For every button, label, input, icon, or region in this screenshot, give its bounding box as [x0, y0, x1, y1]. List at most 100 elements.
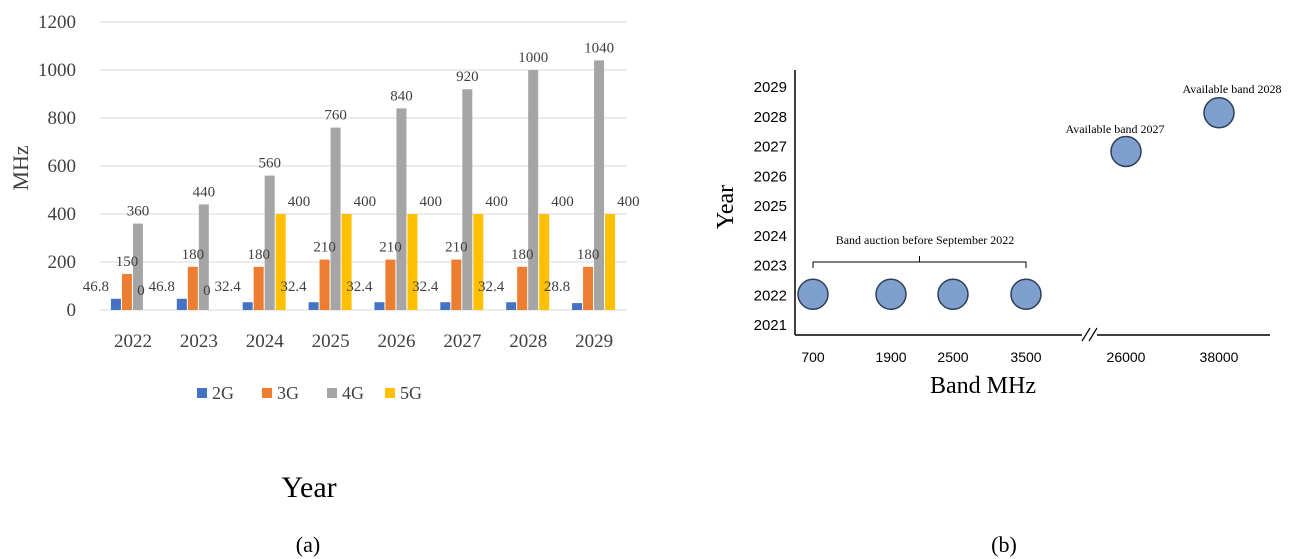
chart-b: 2021 2022 2023 2024 2025 2026 2027 2028 2029 700…	[713, 70, 1282, 557]
x-tick-label: 2022	[114, 331, 152, 352]
x-tick-label: 2024	[246, 331, 285, 352]
y-tick-labels: 2021 2022 2023 2024 2025 2026 2027 2028 2029	[754, 79, 787, 334]
bar-2g	[110, 298, 121, 310]
bar-2g	[506, 302, 517, 310]
bar-4g	[528, 70, 539, 310]
axes	[794, 70, 1270, 342]
bar-3g	[253, 266, 264, 310]
y-tick-label: 2028	[754, 109, 787, 126]
data-label: 46.8	[149, 279, 175, 295]
legend: 2G 3G 4G 5G	[197, 383, 422, 403]
x-tick-label: 2026	[377, 331, 415, 352]
x-tick-labels: 2022 2023 2024 2025 2026 2027 2028 2029	[114, 331, 613, 352]
annotation-auction: Band auction before September 2022	[836, 233, 1015, 247]
y-axis-label: Year	[713, 185, 739, 229]
data-point	[1203, 97, 1235, 129]
data-label: 180	[247, 247, 270, 263]
data-label: 210	[379, 240, 402, 256]
y-tick-label: 2027	[754, 139, 787, 156]
y-tick-label: 1000	[38, 60, 76, 81]
data-label: 1040	[584, 40, 614, 56]
data-label: 32.4	[346, 279, 373, 295]
legend-swatch-5g	[385, 388, 395, 398]
bar-5g	[473, 214, 484, 310]
y-tick-label: 600	[48, 156, 77, 177]
bracket	[812, 256, 1027, 268]
data-label: 180	[511, 247, 534, 263]
y-axis-label: MHz	[8, 145, 33, 190]
bar-5g	[341, 214, 352, 310]
bar-3g	[451, 259, 462, 310]
data-label: 180	[577, 247, 600, 263]
data-label: 32.4	[280, 279, 307, 295]
legend-label: 2G	[212, 383, 234, 403]
data-label: 32.4	[214, 279, 241, 295]
x-tick-label: 2028	[509, 331, 547, 352]
points	[797, 97, 1235, 310]
data-point	[937, 278, 969, 310]
data-label: 360	[127, 204, 150, 220]
y-tick-labels: 0 200 400 600 800 1000 1200	[38, 12, 76, 321]
data-point	[1010, 278, 1042, 310]
bar-2g	[440, 302, 451, 310]
data-label: 28.8	[544, 279, 570, 295]
y-tick-label: 2024	[754, 228, 787, 245]
bar-5g	[407, 214, 418, 310]
x-tick-label: 2025	[312, 331, 350, 352]
legend-swatch-4g	[327, 388, 337, 398]
bar-2g	[572, 303, 583, 310]
bar-5g	[605, 214, 616, 310]
x-tick-label: 2029	[575, 331, 613, 352]
data-label: 32.4	[412, 279, 439, 295]
data-label: 0	[137, 283, 145, 299]
data-label: 400	[354, 194, 377, 210]
data-label: 32.4	[478, 279, 505, 295]
annotation-2027: Available band 2027	[1065, 122, 1164, 136]
data-label: 0	[203, 283, 211, 299]
legend-swatch-3g	[262, 388, 272, 398]
data-point	[797, 278, 829, 310]
data-point	[1110, 135, 1142, 168]
y-tick-label: 2026	[754, 168, 787, 185]
data-label: 840	[390, 88, 413, 104]
y-tick-label: 0	[67, 300, 77, 321]
y-tick-label: 2025	[754, 198, 787, 215]
caption-a: (a)	[296, 532, 320, 557]
bar-3g	[319, 259, 330, 310]
y-tick-label: 400	[48, 204, 77, 225]
bar-3g	[121, 274, 132, 310]
bars	[110, 60, 616, 311]
x-tick-label: 2023	[180, 331, 218, 352]
x-tick-label: 2027	[443, 331, 481, 352]
x-tick-labels: 700 1900 2500 3500 26000 38000	[801, 349, 1238, 365]
bar-5g	[275, 214, 286, 310]
data-label: 400	[617, 194, 640, 210]
y-tick-label: 2029	[754, 79, 787, 96]
data-label: 760	[324, 108, 347, 124]
x-axis-label: Band MHz	[930, 373, 1036, 399]
y-tick-label: 1200	[38, 12, 76, 33]
bar-2g	[308, 302, 319, 310]
data-label: 400	[551, 194, 574, 210]
bar-4g	[330, 127, 341, 310]
bar-4g	[396, 108, 407, 311]
data-label: 440	[193, 184, 216, 200]
data-label: 400	[419, 194, 442, 210]
bar-4g	[462, 89, 473, 310]
bar-2g	[176, 298, 187, 310]
data-label: 210	[313, 240, 336, 256]
data-label: 150	[116, 254, 139, 270]
annotations: Band auction before September 2022 Availa…	[812, 82, 1282, 268]
legend-label: 4G	[342, 383, 364, 403]
x-tick-label: 2500	[937, 349, 968, 365]
legend-label: 3G	[277, 383, 299, 403]
data-label: 210	[445, 240, 468, 256]
x-tick-label: 700	[801, 349, 825, 365]
axis-break-mark	[1081, 327, 1091, 342]
data-label: 560	[258, 156, 281, 172]
data-label: 180	[182, 247, 205, 263]
x-tick-label: 38000	[1200, 349, 1239, 365]
